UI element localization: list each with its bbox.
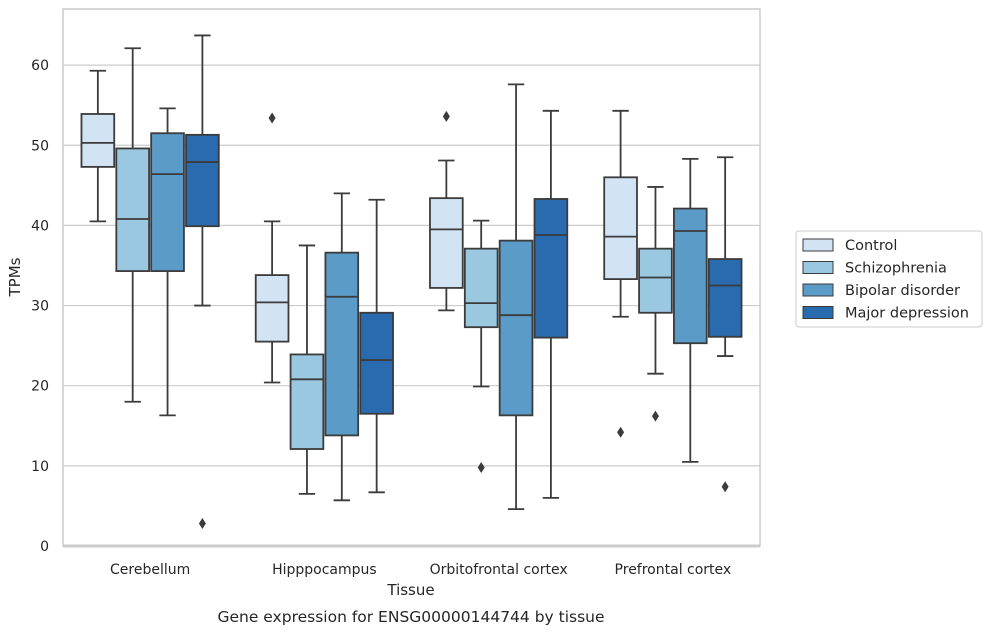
y-axis-label: TPMs — [6, 257, 24, 297]
box-iqr — [324, 251, 360, 437]
legend-swatch — [802, 261, 834, 274]
y-tick-label: 40 — [31, 218, 49, 234]
box-0-3 — [185, 34, 220, 530]
x-tick-label: Orbitofrontal cortex — [430, 562, 568, 578]
legend-label: Bipolar disorder — [845, 283, 960, 299]
box-0-0 — [80, 69, 116, 223]
x-axis-label: Tissue — [386, 581, 434, 599]
y-tick-label: 30 — [31, 299, 49, 315]
y-tick-label: 20 — [31, 379, 49, 395]
box-iqr — [638, 247, 673, 314]
box-iqr — [673, 207, 708, 345]
box-iqr — [80, 113, 116, 168]
outlier-point — [651, 410, 659, 422]
box-1-3 — [359, 198, 394, 494]
box-iqr — [115, 147, 150, 272]
box-3-1 — [638, 186, 673, 422]
box-0-2 — [150, 107, 185, 417]
outlier-point — [617, 426, 625, 438]
legend-swatch — [802, 238, 834, 252]
box-2-1 — [463, 219, 499, 473]
box-iqr — [254, 274, 290, 343]
y-tick-label: 50 — [31, 138, 49, 154]
box-3-0 — [603, 109, 638, 438]
x-tick-label: Prefrontal cortex — [615, 562, 732, 578]
box-iqr — [533, 198, 569, 339]
box-0-1 — [115, 47, 150, 403]
legend-label: Schizophrenia — [845, 261, 947, 277]
box-iqr — [707, 258, 743, 338]
y-tick-labels: 0 10 20 30 40 50 60 — [31, 58, 49, 555]
legend-label: Control — [845, 238, 897, 254]
box-2-0 — [429, 110, 464, 312]
box-iqr — [150, 132, 185, 272]
box-iqr — [603, 176, 638, 281]
box-iqr — [429, 197, 464, 289]
y-tick-label: 60 — [31, 58, 49, 74]
box-1-1 — [289, 244, 325, 495]
box-iqr — [359, 311, 394, 415]
box-3-3 — [707, 156, 743, 493]
legend-label: Major depression — [845, 306, 969, 322]
x-tick-labels: Cerebellum Hipppocampus Orbitofrontal cort… — [110, 562, 731, 578]
x-tick-label: Hipppocampus — [272, 562, 377, 578]
box-iqr — [185, 133, 220, 228]
outlier-point — [721, 481, 729, 493]
outlier-point — [198, 518, 206, 530]
box-iqr — [498, 239, 534, 417]
outlier-point — [442, 110, 450, 122]
legend-swatch — [802, 283, 834, 297]
box-3-2 — [673, 157, 708, 463]
box-1-0 — [254, 112, 290, 384]
box-2-3 — [533, 109, 569, 499]
box-1-2 — [324, 192, 360, 502]
box-groups — [80, 34, 743, 530]
legend-frame — [795, 230, 983, 328]
box-iqr — [289, 353, 325, 450]
outlier-point — [477, 461, 485, 473]
box-iqr — [463, 247, 499, 329]
y-tick-label: 0 — [40, 539, 49, 555]
box-2-2 — [498, 83, 534, 511]
x-tick-label: Cerebellum — [110, 562, 190, 578]
legend: Control Schizophrenia Bipolar disorder Majo… — [795, 230, 983, 328]
y-tick-label: 10 — [31, 459, 49, 475]
outlier-point — [268, 112, 276, 124]
chart-caption: Gene expression for ENSG00000144744 by t… — [217, 608, 604, 626]
legend-swatch — [802, 306, 834, 319]
